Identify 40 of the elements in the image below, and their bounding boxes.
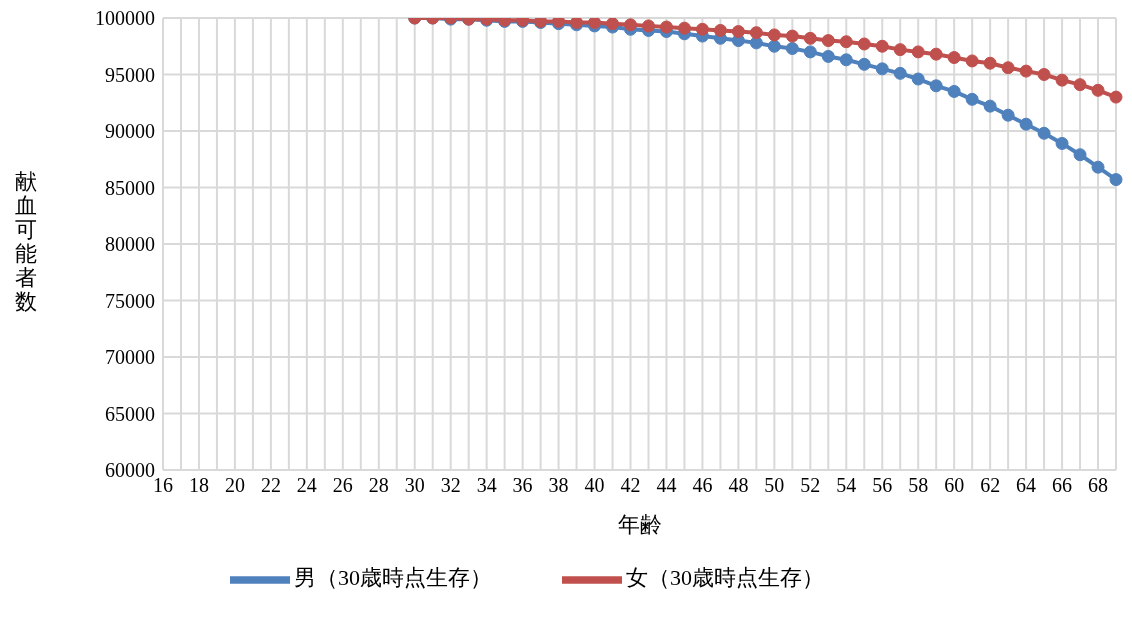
- x-tick-label: 68: [1088, 474, 1109, 497]
- x-tick-label: 60: [944, 474, 965, 497]
- legend-label: 男（30歳時点生存）: [294, 565, 492, 591]
- x-tick-label: 24: [296, 474, 317, 497]
- y-axis-title: 献血可能者数: [15, 169, 37, 315]
- legend-label: 女（30歳時点生存）: [626, 565, 824, 591]
- x-tick-label: 16: [153, 474, 173, 497]
- x-tick-label: 58: [908, 474, 929, 497]
- x-tick-label: 36: [512, 474, 533, 497]
- x-tick-label: 50: [764, 474, 785, 497]
- x-tick-label: 66: [1052, 474, 1073, 497]
- y-tick-label: 80000: [105, 233, 155, 256]
- x-tick-label: 44: [656, 474, 677, 497]
- x-tick-label: 62: [980, 474, 1001, 497]
- y-tick-label: 100000: [95, 7, 155, 30]
- y-tick-label: 75000: [105, 289, 155, 312]
- x-tick-label: 52: [800, 474, 821, 497]
- x-tick-label: 34: [476, 474, 497, 497]
- y-tick-label: 95000: [105, 63, 155, 86]
- x-tick-label: 64: [1016, 474, 1037, 497]
- x-tick-label: 20: [224, 474, 245, 497]
- x-tick-label: 48: [728, 474, 749, 497]
- x-tick-label: 32: [440, 474, 461, 497]
- x-tick-label: 38: [548, 474, 569, 497]
- y-tick-label: 85000: [105, 176, 155, 199]
- x-tick-label: 40: [584, 474, 605, 497]
- x-tick-label: 26: [332, 474, 353, 497]
- y-tick-label: 90000: [105, 120, 155, 143]
- x-tick-label: 56: [872, 474, 893, 497]
- y-tick-label: 60000: [105, 459, 155, 482]
- x-tick-label: 54: [836, 474, 857, 497]
- x-tick-label: 30: [404, 474, 425, 497]
- x-tick-label: 46: [692, 474, 713, 497]
- x-tick-label: 22: [260, 474, 281, 497]
- x-tick-label: 42: [620, 474, 641, 497]
- y-tick-label: 65000: [105, 402, 155, 425]
- y-tick-label: 70000: [105, 346, 155, 369]
- x-tick-label: 28: [368, 474, 389, 497]
- x-axis-title: 年齢: [617, 512, 662, 537]
- x-tick-label: 18: [188, 474, 209, 497]
